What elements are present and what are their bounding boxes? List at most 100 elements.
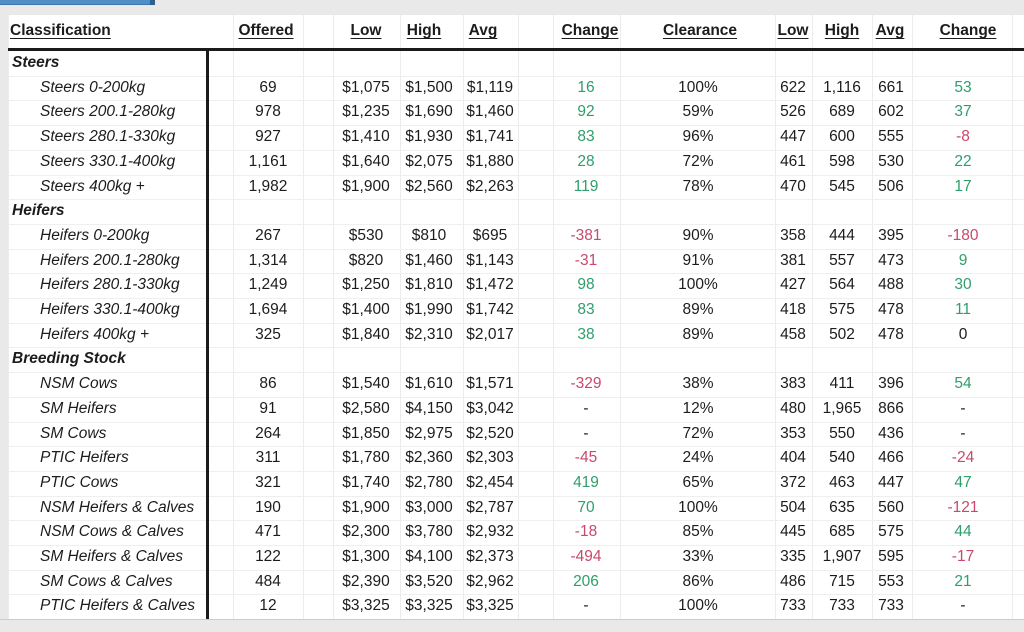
header-cell-high: High	[824, 22, 860, 39]
table-row: Heifers 330.1-400kg 1,694 $1,400 $1,990 $1,7…	[0, 298, 1024, 323]
cell-low2: 504	[780, 498, 806, 516]
cell-high2: 545	[829, 177, 855, 195]
cell-clearance: 12%	[682, 399, 714, 417]
horizontal-gridline	[8, 75, 1024, 77]
cell-change2: -121	[947, 498, 979, 516]
cell-high: $2,780	[405, 473, 453, 491]
cell-clearance: 65%	[682, 473, 714, 491]
cell-low: $1,840	[342, 325, 390, 343]
cell-high: $2,310	[405, 325, 453, 343]
horizontal-gridline	[8, 125, 1024, 127]
cell-high: $1,990	[405, 301, 453, 318]
cell-change2: -	[960, 424, 966, 442]
table-row: Heifers 200.1-280kg 1,314 $820 $1,460 $1,143…	[0, 249, 1024, 274]
cell-avg2: 436	[878, 424, 904, 442]
table-row: Heifers 280.1-330kg 1,249 $1,250 $1,810 $1,4…	[0, 273, 1024, 298]
cell-high: $1,930	[405, 128, 453, 146]
cell-avg: $2,962	[466, 572, 514, 590]
cell-change2: -	[960, 399, 966, 417]
cell-classification: NSM Heifers & Calves	[40, 498, 195, 516]
cell-avg2: 447	[878, 473, 904, 491]
cell-offered: 1,161	[248, 152, 288, 170]
cell-change2: 47	[954, 473, 972, 491]
cell-classification: Heifers 200.1-280kg	[40, 251, 180, 269]
cell-offered: 927	[255, 128, 281, 146]
cell-high2: 411	[829, 375, 855, 393]
cell-change: -18	[574, 523, 598, 541]
cell-high2: 598	[829, 152, 855, 170]
cell-low: $1,400	[342, 301, 390, 318]
cell-offered: 122	[255, 548, 281, 565]
cell-clearance: 91%	[682, 251, 714, 269]
cell-low: $1,540	[342, 375, 390, 393]
header-cell-high: High	[406, 22, 442, 39]
table-row: PTIC Heifers & Calves 12 $3,325 $3,325 $3,32…	[0, 594, 1024, 619]
table-row: NSM Cows 86 $1,540 $1,610 $1,571 -329 38% 383 41…	[0, 372, 1024, 397]
cell-avg2: 473	[878, 251, 904, 269]
cell-high2: 564	[829, 276, 855, 294]
cell-high: $810	[411, 226, 447, 244]
cell-classification: Steers 330.1-400kg	[40, 152, 176, 170]
cell-change2: 53	[954, 78, 972, 96]
horizontal-gridline	[8, 199, 1024, 201]
cell-avg: $1,742	[466, 301, 514, 318]
horizontal-gridline	[8, 223, 1024, 225]
vertical-gridline	[812, 15, 813, 619]
cell-classification: NSM Cows	[40, 375, 118, 393]
cell-high2: 715	[829, 572, 855, 590]
cell-change: 83	[577, 128, 595, 146]
cell-offered: 1,982	[248, 177, 288, 195]
cell-classification: Heifers 280.1-330kg	[40, 276, 180, 294]
cell-offered: 1,694	[248, 301, 288, 318]
cell-avg2: 466	[878, 449, 904, 467]
table-row: SM Heifers & Calves 122 $1,300 $4,100 $2,373…	[0, 545, 1024, 570]
cell-classification: SM Heifers & Calves	[40, 548, 183, 565]
cell-low2: 372	[780, 473, 806, 491]
vertical-gridline	[303, 15, 304, 619]
cell-change: 28	[577, 152, 595, 170]
vertical-gridline	[400, 15, 401, 619]
cell-avg: $2,263	[466, 177, 514, 195]
cell-low: $1,900	[342, 177, 390, 195]
top-strip	[0, 0, 1024, 15]
cell-offered: 12	[259, 597, 277, 615]
accent-bar-tip	[150, 0, 155, 5]
cell-clearance: 59%	[682, 103, 714, 121]
cell-high2: 1,965	[822, 399, 862, 417]
horizontal-gridline	[8, 248, 1024, 250]
cell-avg: $2,787	[466, 498, 514, 516]
cell-high: $1,690	[405, 103, 453, 121]
cell-change: 83	[577, 301, 595, 318]
cell-classification: SM Cows & Calves	[40, 572, 173, 590]
cell-low: $1,640	[342, 152, 390, 170]
horizontal-gridline	[8, 396, 1024, 398]
horizontal-gridline	[8, 545, 1024, 546]
table-row: PTIC Cows 321 $1,740 $2,780 $2,454 419 65% 372 4…	[0, 471, 1024, 496]
cell-high: $3,325	[405, 597, 453, 615]
cell-change: 16	[577, 78, 595, 96]
cell-change2: 30	[954, 276, 972, 294]
cell-classification: NSM Cows & Calves	[40, 523, 184, 541]
cell-low2: 404	[780, 449, 806, 467]
cell-high2: 635	[829, 498, 855, 516]
cell-change: -45	[574, 449, 598, 467]
cell-avg2: 866	[878, 399, 904, 417]
cell-avg: $1,741	[466, 128, 514, 146]
header-cell-clearance: Clearance	[662, 22, 738, 39]
horizontal-gridline	[8, 372, 1024, 374]
cell-classification: PTIC Cows	[40, 473, 119, 491]
cell-high2: 733	[829, 597, 855, 615]
cell-high2: 550	[829, 424, 855, 442]
cell-clearance: 100%	[678, 276, 718, 294]
horizontal-gridline	[8, 446, 1024, 448]
cell-clearance: 24%	[682, 449, 714, 467]
cell-high: $4,150	[405, 399, 453, 417]
cell-low: $1,250	[342, 276, 390, 294]
cell-avg: $3,042	[466, 399, 514, 417]
section-header-row: Steers	[0, 51, 1024, 76]
cell-avg2: 555	[878, 128, 904, 146]
section-header-row: Heifers	[0, 199, 1024, 224]
horizontal-gridline	[8, 421, 1024, 423]
cell-change: 70	[577, 498, 595, 516]
section-title: Steers	[12, 54, 60, 71]
